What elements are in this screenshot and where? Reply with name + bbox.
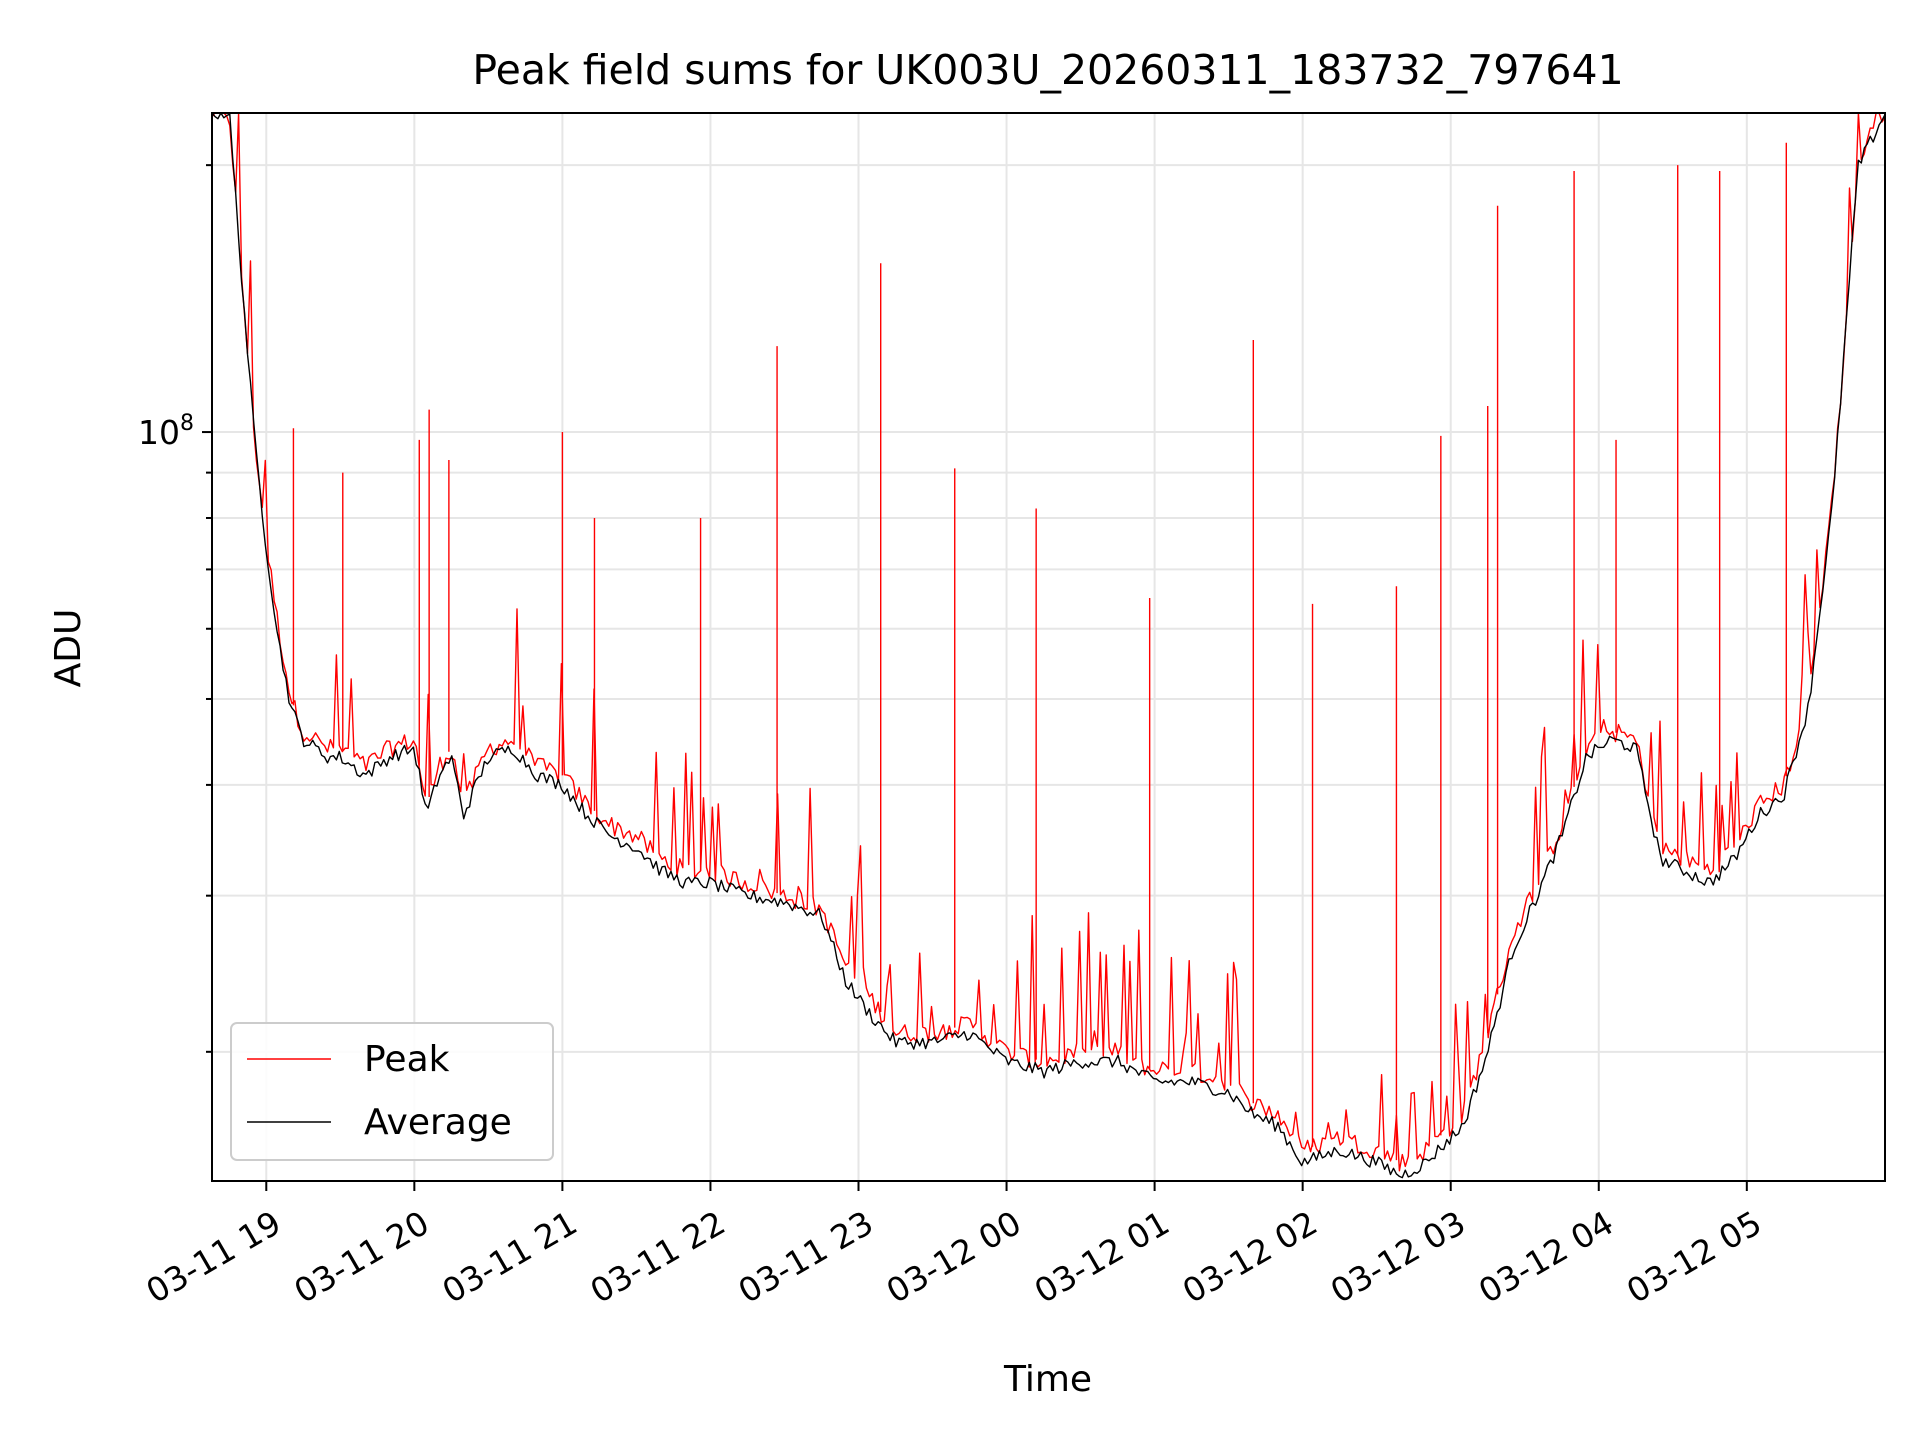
series-line-average xyxy=(211,112,1886,1179)
y-axis-label: ADU xyxy=(48,609,89,688)
legend: Peak Average xyxy=(230,1022,554,1161)
legend-box xyxy=(230,1022,554,1161)
y-axis: 108 xyxy=(138,164,212,1053)
legend-average-label: Average xyxy=(364,1102,512,1143)
legend-peak-label: Peak xyxy=(364,1039,450,1080)
series-line-peak xyxy=(211,112,1886,1172)
x-axis-label: Time xyxy=(1003,1359,1092,1400)
plot-lines xyxy=(211,112,1886,1179)
y-tick-label: 108 xyxy=(138,411,194,452)
chart-title: Peak field sums for UK003U_20260311_1837… xyxy=(472,46,1623,94)
plot-frame xyxy=(211,112,1886,1182)
